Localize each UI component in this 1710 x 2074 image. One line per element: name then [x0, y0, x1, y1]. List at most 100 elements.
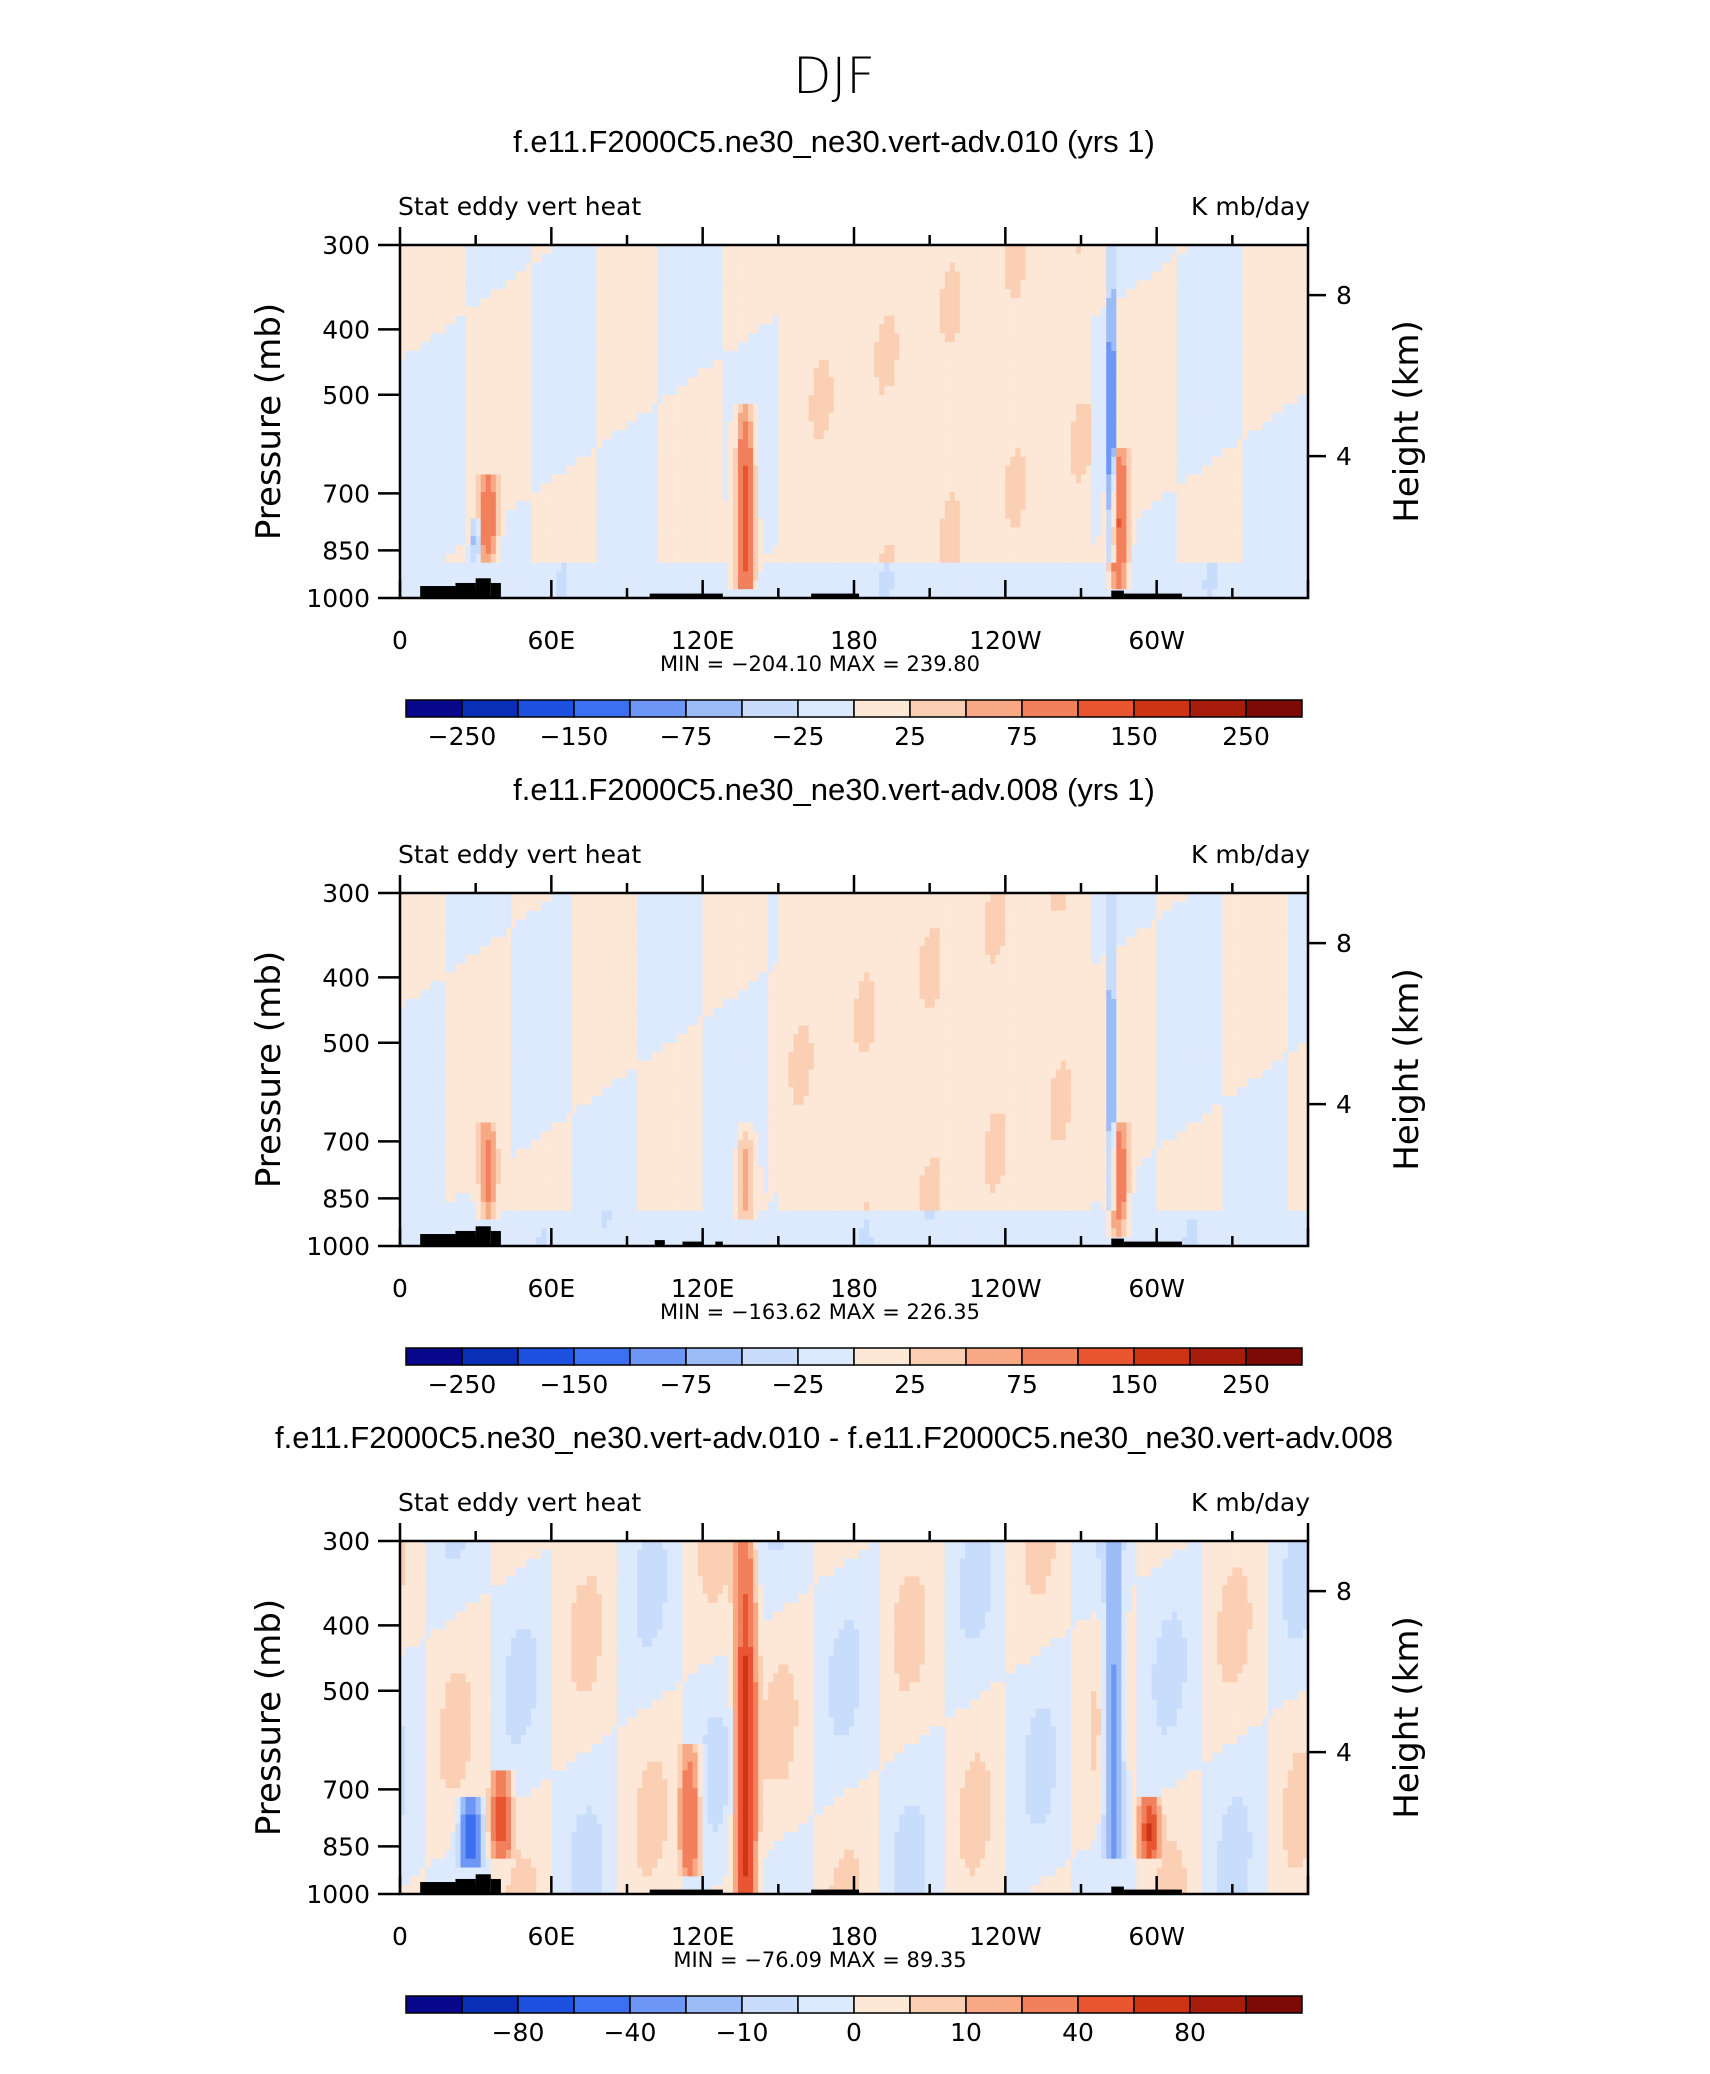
heatmap-cell: [914, 245, 921, 255]
heatmap-cell: [929, 297, 936, 308]
heatmap-cell: [495, 253, 502, 264]
heatmap-cell: [1081, 306, 1087, 317]
heatmap-cell: [1282, 262, 1289, 273]
heatmap-cell: [727, 447, 734, 458]
heatmap-cell: [732, 271, 739, 281]
heatmap-cell: [939, 456, 946, 467]
heatmap-cell: [1010, 465, 1017, 476]
heatmap-cell: [712, 412, 719, 423]
heatmap-cell: [1055, 297, 1062, 308]
heatmap-cell: [1050, 439, 1057, 449]
heatmap-cell: [1197, 333, 1203, 343]
heatmap-cell: [959, 395, 966, 405]
heatmap-cell: [470, 465, 477, 476]
heatmap-cell: [1151, 324, 1158, 334]
heatmap-cell: [929, 395, 936, 405]
heatmap-cell: [909, 280, 916, 290]
heatmap-cell: [722, 297, 729, 308]
heatmap-cell: [894, 368, 900, 378]
heatmap-cell: [843, 324, 850, 334]
heatmap-cell: [571, 421, 578, 431]
heatmap-cell: [722, 368, 729, 378]
heatmap-cell: [914, 315, 921, 326]
heatmap-cell: [990, 324, 996, 334]
heatmap-cell: [652, 474, 658, 484]
heatmap-cell: [1045, 297, 1052, 308]
heatmap-cell: [1212, 245, 1218, 255]
heatmap-cell: [586, 306, 593, 317]
heatmap-cell: [748, 395, 754, 405]
heatmap-cell: [546, 359, 552, 370]
heatmap-cell: [954, 280, 961, 290]
heatmap-cell: [848, 430, 855, 440]
heatmap-cell: [526, 456, 532, 467]
heatmap-cell: [682, 368, 689, 378]
heatmap-cell: [455, 403, 462, 414]
heatmap-cell: [884, 306, 890, 317]
heatmap-cell: [1207, 465, 1213, 476]
heatmap-cell: [490, 395, 497, 405]
heatmap-cell: [521, 315, 527, 326]
heatmap-cell: [682, 245, 689, 255]
heatmap-cell: [642, 421, 648, 431]
heatmap-cell: [1035, 306, 1042, 317]
heatmap-cell: [1030, 271, 1037, 281]
heatmap-cell: [405, 403, 411, 414]
heatmap-cell: [1060, 474, 1067, 484]
heatmap-cell: [1156, 350, 1163, 361]
heatmap-cell: [959, 421, 966, 431]
heatmap-cell: [1166, 395, 1173, 405]
heatmap-cell: [818, 447, 825, 458]
heatmap-cell: [975, 306, 981, 317]
heatmap-cell: [1212, 447, 1218, 458]
heatmap-cell: [843, 297, 850, 308]
heatmap-cell: [859, 368, 865, 378]
heatmap-cell: [838, 421, 845, 431]
heatmap-cell: [606, 447, 613, 458]
heatmap-cell: [652, 280, 658, 290]
heatmap-cell: [848, 297, 855, 308]
heatmap-cell: [727, 359, 734, 370]
heatmap-cell: [677, 430, 684, 440]
heatmap-cell: [717, 474, 724, 484]
heatmap-cell: [1252, 280, 1259, 290]
heatmap-cell: [732, 245, 739, 255]
heatmap-cell: [576, 421, 583, 431]
heatmap-cell: [500, 262, 507, 273]
heatmap-cell: [485, 342, 492, 352]
heatmap-cell: [581, 297, 588, 308]
heatmap-cell: [924, 271, 931, 281]
heatmap-cell: [732, 342, 739, 352]
heatmap-cell: [934, 333, 941, 343]
heatmap-cell: [1106, 262, 1112, 273]
heatmap-cell: [596, 368, 603, 378]
heatmap-cell: [1091, 439, 1097, 449]
heatmap-cell: [924, 412, 931, 423]
heatmap-cell: [727, 333, 734, 343]
heatmap-cell: [566, 245, 573, 255]
heatmap-cell: [1045, 368, 1052, 378]
heatmap-cell: [652, 386, 658, 396]
heatmap-cell: [621, 324, 628, 334]
heatmap-cell: [1030, 483, 1037, 493]
heatmap-cell: [1222, 245, 1228, 255]
heatmap-cell: [1222, 280, 1228, 290]
heatmap-cell: [536, 483, 542, 493]
heatmap-cell: [1237, 350, 1244, 361]
heatmap-cell: [510, 430, 517, 440]
heatmap-cell: [415, 253, 421, 264]
heatmap-cell: [667, 289, 673, 299]
heatmap-cell: [813, 403, 820, 414]
heatmap-cell: [823, 386, 830, 396]
heatmap-cell: [531, 359, 537, 370]
heatmap-cell: [470, 483, 477, 493]
heatmap-cell: [455, 324, 462, 334]
heatmap-cell: [450, 359, 457, 370]
heatmap-cell: [546, 271, 552, 281]
heatmap-cell: [1101, 306, 1107, 317]
heatmap-cell: [682, 271, 689, 281]
heatmap-cell: [435, 439, 441, 449]
heatmap-cell: [490, 412, 497, 423]
heatmap-cell: [1091, 306, 1097, 317]
heatmap-cell: [934, 456, 941, 467]
